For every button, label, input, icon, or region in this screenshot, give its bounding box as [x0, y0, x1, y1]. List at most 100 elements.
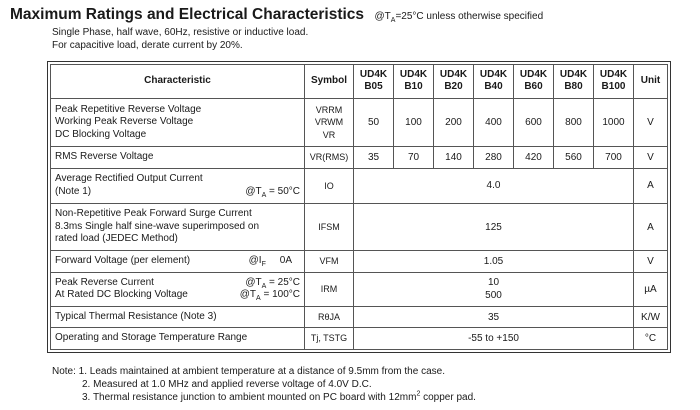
char-line: DC Blocking Voltage	[55, 128, 147, 140]
unit-cell: µA	[633, 271, 668, 307]
char-temperature-range: Operating and Storage Temperature Range	[50, 327, 305, 350]
part-series: UD4K	[359, 69, 388, 81]
cond-sub: A	[256, 295, 261, 303]
ratings-table: Characteristic Symbol UD4K B05 UD4K B10 UD…	[50, 64, 668, 350]
part-suffix: B80	[564, 81, 583, 93]
value-cell: 700	[593, 146, 634, 169]
value-line: 10	[487, 277, 500, 289]
cond-sub: A	[390, 17, 396, 24]
value-cell: 600	[513, 97, 554, 148]
symbol-reverse-current: IRM	[304, 271, 354, 307]
part-suffix: B20	[444, 81, 463, 93]
cond-prefix: @I	[248, 255, 262, 267]
test-condition: @IF 0A	[249, 255, 300, 268]
test-condition: @TA = 100°C	[240, 289, 300, 302]
symbol-line: VRRM	[315, 104, 343, 115]
char-line-with-condition: (Note 1) @TA = 50°C	[55, 186, 300, 199]
char-line: At Rated DC Blocking Voltage	[55, 289, 188, 301]
note-3-superscript: 2	[416, 390, 421, 398]
unit-cell: V	[633, 250, 668, 273]
table-row-temperature-range: Operating and Storage Temperature Range …	[50, 327, 668, 350]
unit-cell: V	[633, 97, 668, 148]
char-line: Forward Voltage (per element)	[55, 255, 191, 267]
char-line: Non-Repetitive Peak Forward Surge Curren…	[55, 208, 252, 220]
symbol-line: VR	[322, 129, 336, 140]
table-row-surge-current: Non-Repetitive Peak Forward Surge Curren…	[50, 202, 668, 252]
header-part-b60: UD4K B60	[513, 64, 554, 99]
table-row-thermal-resistance: Typical Thermal Resistance (Note 3) RθJA…	[50, 305, 668, 329]
char-rms-voltage: RMS Reverse Voltage	[50, 146, 305, 169]
value-cell: 50	[353, 97, 394, 148]
value-cell: 1000	[593, 97, 634, 148]
value-cell: 280	[473, 146, 514, 169]
header-part-b40: UD4K B40	[473, 64, 514, 99]
value-cell: -55 to +150	[353, 327, 634, 350]
unit-cell: V	[633, 146, 668, 169]
header-part-b10: UD4K B10	[393, 64, 434, 99]
symbol-temperature-range: Tj, TSTG	[304, 327, 354, 350]
note-3-tail: copper pad.	[420, 392, 476, 403]
cond-suffix: = 25°C	[266, 276, 300, 288]
table-row-reverse-voltage: Peak Repetitive Reverse Voltage Working …	[50, 97, 668, 148]
char-forward-voltage: Forward Voltage (per element) @IF 0A	[50, 250, 305, 273]
subtitle-line-2: For capacitive load, derate current by 2…	[52, 40, 243, 51]
cond-prefix: @T	[245, 276, 262, 288]
char-note: (Note 1)	[55, 185, 92, 197]
test-condition: @TA = 50°C	[245, 186, 300, 199]
part-series: UD4K	[599, 69, 628, 81]
notes: Note: 1. Leads maintained at ambient tem…	[52, 365, 476, 404]
char-line: rated load (JEDEC Method)	[55, 233, 178, 245]
header: Maximum Ratings and Electrical Character…	[10, 6, 543, 24]
cond-sub: A	[261, 282, 267, 290]
table-row-output-current: Average Rectified Output Current (Note 1…	[50, 167, 668, 204]
value-cell: 400	[473, 97, 514, 148]
cond-sub: F	[261, 261, 266, 269]
page-title: Maximum Ratings and Electrical Character…	[10, 6, 365, 23]
header-part-b100: UD4K B100	[593, 64, 634, 99]
value-cell: 140	[433, 146, 474, 169]
symbol-output-current: IO	[304, 167, 354, 204]
part-suffix: B05	[364, 81, 383, 93]
value-cell: 560	[553, 146, 594, 169]
symbol-rms-voltage: VR(RMS)	[304, 146, 354, 169]
table-row-reverse-current: Peak Reverse Current @TA = 25°C At Rated…	[50, 271, 668, 307]
char-line: Peak Reverse Current	[55, 276, 154, 288]
cond-suffix: 0A	[279, 255, 292, 267]
value-cell: 800	[553, 97, 594, 148]
value-cell: 420	[513, 146, 554, 169]
ratings-table-frame: Characteristic Symbol UD4K B05 UD4K B10 UD…	[47, 61, 671, 353]
title-condition: @TA=25°C unless otherwise specified	[375, 11, 544, 24]
cond-prefix: @T	[245, 185, 262, 197]
cond-suffix: =25°C unless otherwise specified	[395, 11, 544, 22]
test-condition: @TA = 25°C	[245, 277, 300, 290]
header-symbol: Symbol	[304, 64, 354, 99]
value-cell: 35	[353, 305, 634, 329]
subtitle-line-1: Single Phase, half wave, 60Hz, resistive…	[52, 27, 309, 38]
unit-cell: A	[633, 202, 668, 252]
table-header-row: Characteristic Symbol UD4K B05 UD4K B10 UD…	[50, 64, 668, 99]
symbol-reverse-voltage: VRRM VRWM VR	[304, 97, 354, 148]
symbol-line: VRWM	[314, 117, 344, 128]
note-2: 2. Measured at 1.0 MHz and applied rever…	[82, 379, 372, 390]
part-suffix: B100	[601, 81, 626, 93]
note-1: Note: 1. Leads maintained at ambient tem…	[52, 366, 445, 377]
value-cell: 10 500	[353, 271, 634, 307]
value-cell: 125	[353, 202, 634, 252]
part-suffix: B10	[404, 81, 423, 93]
header-part-b20: UD4K B20	[433, 64, 474, 99]
cond-suffix: = 100°C	[260, 289, 300, 301]
char-line-with-condition: At Rated DC Blocking Voltage @TA = 100°C	[55, 289, 300, 302]
char-line: Average Rectified Output Current	[55, 173, 203, 185]
part-series: UD4K	[479, 69, 508, 81]
part-suffix: B40	[484, 81, 503, 93]
value-cell: 4.0	[353, 167, 634, 204]
value-line: 500	[485, 290, 502, 302]
unit-cell: K/W	[633, 305, 668, 329]
part-suffix: B60	[524, 81, 543, 93]
cond-prefix: @T	[239, 289, 257, 301]
value-cell: 200	[433, 97, 474, 148]
part-series: UD4K	[399, 69, 428, 81]
symbol-thermal-resistance: RθJA	[304, 305, 354, 329]
value-cell: 100	[393, 97, 434, 148]
note-3: 3. Thermal resistance junction to ambien…	[52, 391, 476, 404]
